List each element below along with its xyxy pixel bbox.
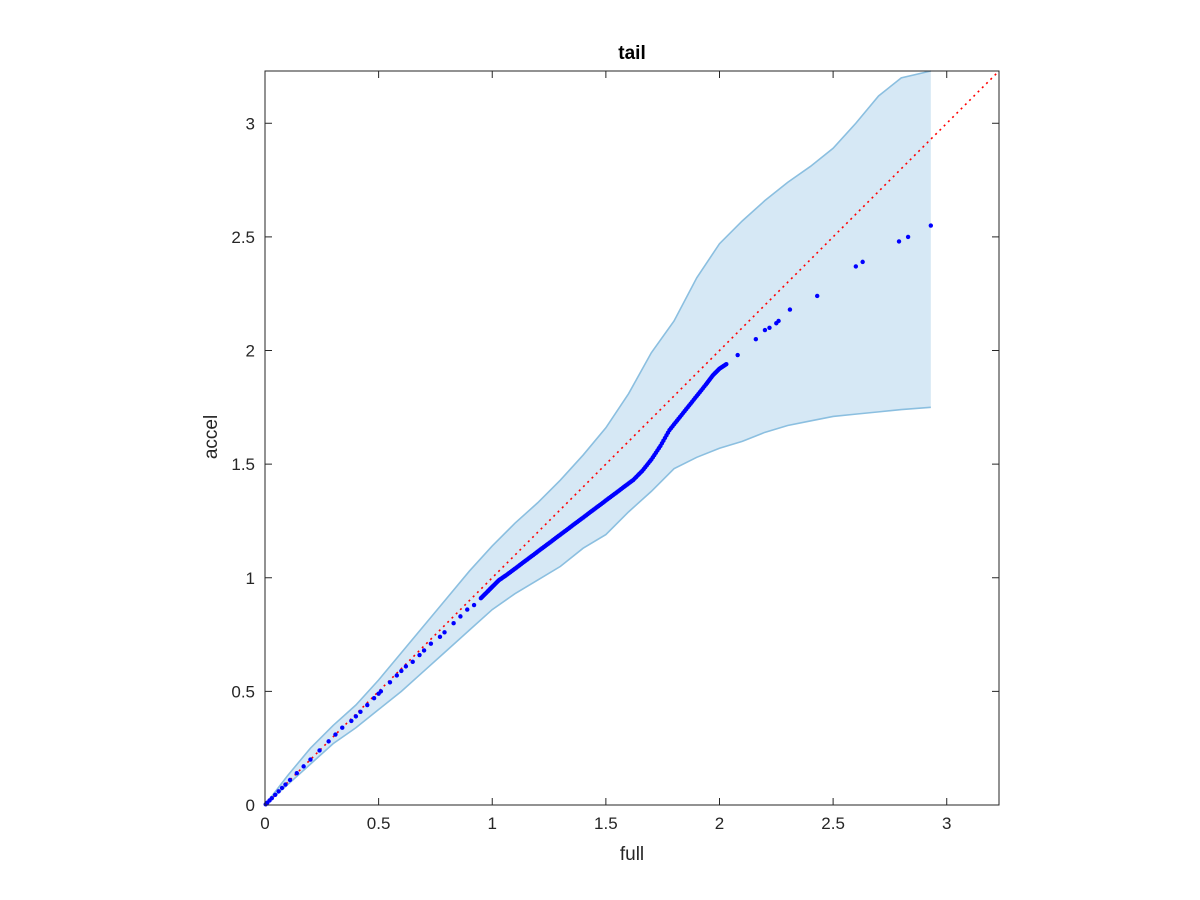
data-point xyxy=(273,792,278,797)
y-tick-label: 3 xyxy=(246,114,255,133)
data-point xyxy=(722,362,728,368)
confidence-band-lower-edge xyxy=(264,406,931,806)
data-point xyxy=(279,785,285,791)
data-point xyxy=(465,607,470,612)
data-point xyxy=(665,430,671,435)
data-point xyxy=(437,634,443,640)
data-point xyxy=(371,695,377,701)
data-point xyxy=(753,336,759,342)
data-point xyxy=(358,709,363,715)
data-point xyxy=(410,659,415,665)
data-point xyxy=(349,718,354,724)
data-point xyxy=(611,492,616,498)
data-point xyxy=(787,307,793,312)
data-point xyxy=(776,318,781,324)
data-point xyxy=(556,533,562,538)
data-point xyxy=(860,259,865,265)
data-point xyxy=(693,395,698,401)
data-point xyxy=(529,553,534,559)
data-point xyxy=(538,547,543,552)
data-point xyxy=(647,459,653,464)
data-point xyxy=(762,327,768,333)
data-point xyxy=(583,513,589,518)
data-point xyxy=(511,567,516,573)
y-tick-label: 2.5 xyxy=(231,228,255,247)
reference-line xyxy=(264,70,1000,806)
data-point xyxy=(928,223,934,228)
data-point xyxy=(656,446,662,451)
data-point xyxy=(629,478,634,484)
data-point xyxy=(403,664,409,669)
x-tick-label: 2 xyxy=(715,814,724,833)
data-point xyxy=(417,652,422,658)
data-point xyxy=(547,540,553,545)
data-point xyxy=(442,630,447,635)
y-tick-label: 2 xyxy=(246,342,255,361)
data-point xyxy=(471,602,477,608)
axes-box xyxy=(264,70,1000,806)
y-axis-ticks: 0 0.5 1 1.5 2 2.5 3 xyxy=(231,114,999,815)
confidence-band-upper-edge xyxy=(264,70,932,806)
data-point xyxy=(451,621,456,626)
data-point xyxy=(326,739,331,744)
data-point xyxy=(735,352,740,358)
x-tick-label: 2.5 xyxy=(821,814,845,833)
data-points xyxy=(263,223,934,807)
data-point xyxy=(428,641,434,646)
data-point xyxy=(317,748,322,753)
data-point xyxy=(574,519,580,525)
data-point xyxy=(702,384,707,389)
y-tick-label: 0.5 xyxy=(231,682,255,701)
data-point xyxy=(365,702,370,708)
data-point xyxy=(340,725,345,730)
plot-area xyxy=(263,70,1000,807)
data-point xyxy=(269,795,275,801)
data-point xyxy=(683,407,689,412)
data-point xyxy=(602,499,607,504)
y-tick-label: 0 xyxy=(246,796,255,815)
x-tick-label: 0 xyxy=(260,814,269,833)
data-point xyxy=(353,714,359,719)
data-point xyxy=(287,777,293,783)
data-point xyxy=(638,470,643,475)
data-point xyxy=(565,526,571,532)
data-point xyxy=(399,668,404,674)
data-point xyxy=(593,506,598,511)
data-point xyxy=(458,614,463,619)
data-point xyxy=(276,789,281,794)
y-tick-label: 1 xyxy=(246,569,255,588)
data-point xyxy=(674,418,680,423)
data-point xyxy=(387,680,393,685)
data-point xyxy=(378,689,384,694)
data-point xyxy=(394,673,400,678)
data-point xyxy=(620,485,625,491)
data-point xyxy=(853,264,859,269)
chart-title: tail xyxy=(618,43,645,64)
data-point xyxy=(294,770,300,776)
data-point xyxy=(308,757,313,762)
data-point xyxy=(896,239,902,244)
x-tick-label: 1.5 xyxy=(594,814,618,833)
x-tick-label: 3 xyxy=(942,814,951,833)
data-point xyxy=(421,648,427,653)
data-point xyxy=(283,782,288,787)
x-axis-label: full xyxy=(620,844,644,865)
y-axis-label: accel xyxy=(201,415,222,459)
data-point xyxy=(905,234,911,240)
data-point xyxy=(520,560,525,566)
x-tick-label: 1 xyxy=(488,814,497,833)
data-point xyxy=(767,325,772,330)
y-tick-label: 1.5 xyxy=(231,455,255,474)
data-point xyxy=(815,293,820,299)
data-point xyxy=(333,732,338,737)
x-tick-label: 0.5 xyxy=(367,814,391,833)
x-axis-ticks: 0 0.5 1 1.5 2 2.5 3 xyxy=(260,71,951,833)
data-point xyxy=(301,764,306,769)
